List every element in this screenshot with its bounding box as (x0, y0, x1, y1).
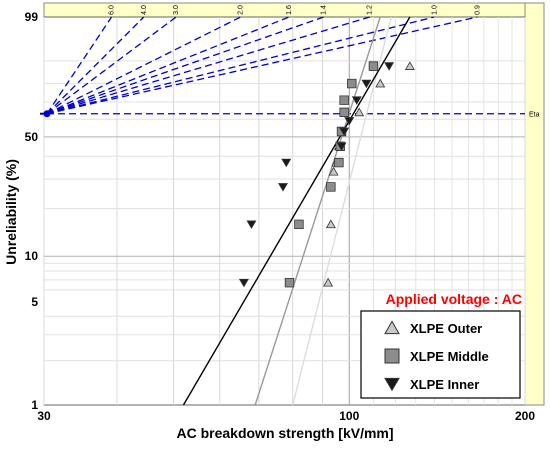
data-point (326, 182, 336, 192)
y-tick-label: 99 (25, 10, 39, 24)
data-point (375, 78, 386, 88)
beta-line (46, 16, 241, 115)
beta-label: 1.2 (367, 5, 374, 15)
data-point (334, 157, 344, 168)
data-point (339, 95, 349, 105)
y-axis-title: Unreliability (%) (3, 159, 19, 265)
data-point (344, 117, 355, 126)
data-point (325, 219, 336, 229)
data-point (404, 61, 415, 70)
y-tick-label: 5 (31, 295, 38, 309)
data-point (246, 220, 257, 229)
data-point (336, 142, 347, 151)
data-point (284, 277, 295, 288)
y-tick-label: 50 (25, 130, 39, 144)
fit-line (254, 16, 381, 406)
data-point (368, 61, 379, 71)
beta-line (46, 16, 478, 115)
data-point (361, 79, 372, 89)
data-point (351, 96, 362, 105)
beta-line (46, 16, 435, 115)
fit-lines (182, 16, 411, 406)
data-point (347, 78, 357, 89)
x-axis-title: AC breakdown strength [kV/mm] (176, 425, 393, 441)
beta-line (46, 16, 370, 115)
beta-label: 1.6 (286, 5, 293, 15)
eta-label: Eta (529, 112, 540, 119)
beta-label: 2.0 (238, 5, 245, 15)
fit-line (182, 16, 411, 406)
data-point (277, 183, 288, 192)
applied-voltage-annotation: Applied voltage : AC (386, 291, 522, 307)
legend-marker (384, 348, 400, 364)
legend-marker (384, 320, 400, 335)
beta-label: 6.0 (109, 5, 116, 15)
beta-label: 0.9 (474, 5, 481, 15)
right-frame-strip (524, 2, 545, 406)
legend-label: XLPE Outer (410, 321, 482, 336)
x-tick-label: 200 (515, 409, 535, 423)
data-point (328, 166, 339, 176)
data-points (238, 61, 415, 288)
gridlines (43, 17, 526, 405)
data-point (281, 158, 292, 168)
beta-line (46, 16, 324, 115)
beta-scale: 6.0 4.0 3.0 2.0 1.6 1.4 1.2 1.0 0.9 Eta (40, 5, 540, 119)
legend-marker (384, 377, 400, 392)
x-tick-label: 100 (339, 409, 359, 423)
beta-line (46, 16, 177, 115)
beta-line (46, 16, 113, 115)
data-point (294, 219, 304, 230)
y-tick-label: 1 (31, 398, 38, 412)
legend-label: XLPE Inner (410, 377, 479, 392)
y-tick-label: 10 (25, 249, 39, 263)
data-point (323, 277, 334, 287)
beta-line (46, 16, 145, 115)
data-point (238, 278, 249, 288)
beta-label: 3.0 (173, 5, 180, 15)
legend-label: XLPE Middle (410, 349, 489, 364)
x-tick-label: 30 (37, 409, 51, 423)
beta-label: 1.4 (321, 5, 328, 15)
tick-labels: 30 100 200 1 5 10 50 99 (25, 10, 536, 423)
top-frame-strip (43, 2, 545, 18)
beta-label: 1.0 (431, 5, 438, 15)
legend: XLPE Outer XLPE Middle XLPE Inner (360, 310, 521, 399)
data-point (339, 127, 350, 137)
fit-line (292, 16, 392, 406)
data-point (339, 107, 349, 118)
data-point (384, 62, 395, 71)
data-point (354, 107, 365, 117)
beta-label: 4.0 (141, 5, 148, 15)
